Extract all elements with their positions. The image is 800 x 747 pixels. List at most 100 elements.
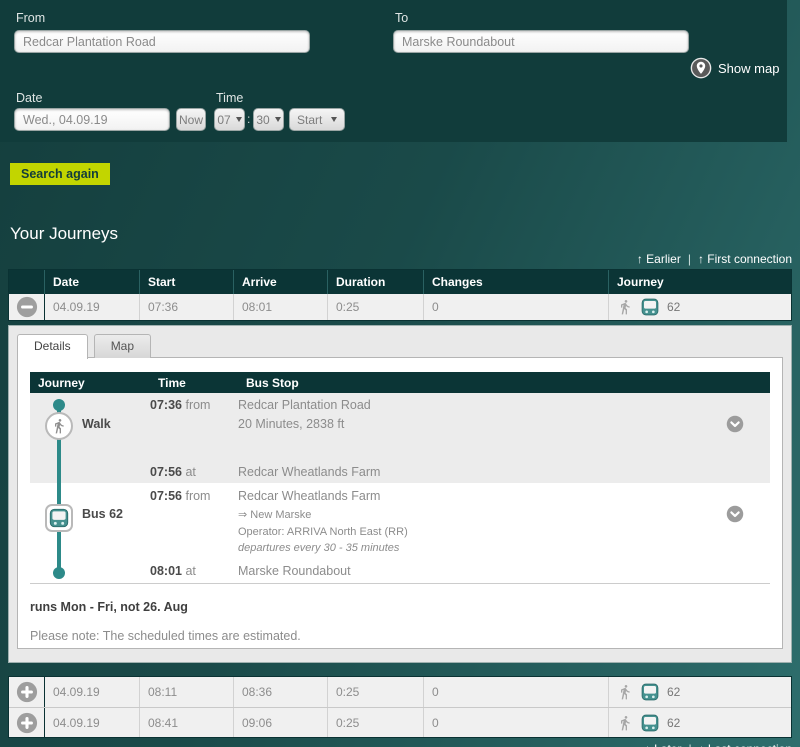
bus-depart-time: 07:56 from (150, 489, 211, 503)
bus-icon (641, 298, 659, 316)
earlier-link[interactable]: ↑ Earlier (636, 252, 681, 266)
journey-row-expanded[interactable]: 04.09.19 07:36 08:01 0:25 0 62 (9, 294, 791, 320)
collapse-button[interactable] (9, 294, 45, 320)
bus-mode-label: Bus 62 (82, 507, 123, 521)
bus-depart-stop: Redcar Wheatlands Farm (238, 489, 381, 503)
journey-modes: 62 (609, 677, 791, 707)
walk-arrive-time: 07:56 at (150, 465, 196, 479)
journey-date: 04.09.19 (45, 677, 140, 707)
now-button[interactable]: Now (176, 108, 206, 131)
journey-changes: 0 (424, 708, 609, 737)
line-number: 62 (667, 300, 681, 314)
bus-icon (641, 714, 659, 731)
bus-frequency: departures every 30 - 35 minutes (238, 542, 400, 554)
depart-mode-select[interactable]: Start (289, 108, 345, 131)
tab-map[interactable]: Map (93, 334, 152, 358)
journey-date: 04.09.19 (45, 708, 140, 737)
hour-select[interactable]: 07 (214, 108, 245, 131)
map-pin-icon (690, 57, 712, 79)
expand-button[interactable] (9, 677, 45, 707)
minute-value: 30 (256, 112, 270, 127)
chevron-down-icon (235, 117, 242, 122)
minute-select[interactable]: 30 (253, 108, 284, 131)
journey-duration: 0:25 (328, 708, 424, 737)
journeys-table: Date Start Arrive Duration Changes Journ… (8, 269, 792, 321)
hour-value: 07 (217, 112, 231, 127)
journey-duration: 0:25 (328, 677, 424, 707)
journey-changes: 0 (424, 294, 609, 320)
bus-arrive-time: 08:01 at (150, 564, 196, 578)
walk-icon (621, 715, 630, 730)
runs-note: runs Mon - Fri, not 26. Aug (30, 600, 188, 614)
journeys-table-header: Date Start Arrive Duration Changes Journ… (9, 270, 791, 294)
chevron-down-icon (274, 117, 281, 122)
link-separator: | (687, 252, 691, 266)
from-input[interactable] (14, 30, 310, 53)
journey-row[interactable]: 04.09.19 08:41 09:06 0:25 0 62 (9, 707, 791, 737)
chevron-down-icon (726, 505, 744, 523)
time-separator: : (247, 112, 251, 126)
header-journey: Journey (617, 275, 664, 289)
chevron-down-icon (331, 117, 337, 122)
journey-row[interactable]: 04.09.19 08:11 08:36 0:25 0 62 (9, 677, 791, 707)
header-toggle-column (9, 270, 45, 294)
date-label: Date (16, 91, 43, 105)
tab-details[interactable]: Details (17, 334, 88, 359)
bus-operator: Operator: ARRIVA North East (RR) (238, 526, 408, 538)
journey-modes: 62 (609, 708, 791, 737)
pagination-top: ↑ Earlier | ↑ First connection (8, 252, 792, 266)
details-table-header: Journey Time Bus Stop (30, 372, 770, 393)
schedule-note: Please note: The scheduled times are est… (30, 629, 301, 643)
walk-depart-stop: Redcar Plantation Road (238, 398, 371, 412)
expand-button[interactable] (9, 708, 45, 737)
header-duration: Duration (328, 270, 424, 294)
page-title: Your Journeys (10, 224, 119, 243)
show-map-button[interactable]: Show map (690, 57, 779, 79)
journey-start: 08:41 (140, 708, 234, 737)
journey-changes: 0 (424, 677, 609, 707)
timeline-end-dot (53, 567, 65, 579)
link-separator: | (688, 742, 691, 747)
header-arrive: Arrive (234, 270, 328, 294)
search-again-button[interactable]: Search again (10, 163, 110, 185)
timeline-start-dot (53, 399, 65, 411)
details-header-busstop: Bus Stop (246, 375, 299, 390)
walk-depart-time: 07:36 from (150, 398, 211, 412)
later-link[interactable]: ↓ Later (645, 742, 682, 747)
journey-modes: 62 (609, 294, 791, 320)
expand-bus-button[interactable] (700, 505, 770, 523)
to-input[interactable] (393, 30, 689, 53)
bus-icon (641, 683, 659, 701)
bus-direction: ⇒ New Marske (238, 508, 312, 521)
expand-walk-button[interactable] (700, 415, 770, 433)
journey-duration: 0:25 (328, 294, 424, 320)
later-journeys-table: 04.09.19 08:11 08:36 0:25 0 62 (8, 676, 792, 738)
walk-mode-label: Walk (82, 417, 111, 431)
header-date: Date (45, 270, 140, 294)
pagination-bottom: ↓ Later | ↓ Last connection (8, 742, 792, 747)
plus-icon (16, 712, 37, 733)
journey-notes: runs Mon - Fri, not 26. Aug Please note:… (30, 583, 770, 643)
depart-mode-value: Start (297, 112, 323, 127)
details-header-time: Time (158, 375, 186, 390)
journey-arrive: 08:01 (234, 294, 328, 320)
bus-arrive-stop: Marske Roundabout (238, 564, 351, 578)
first-connection-link[interactable]: ↑ First connection (697, 252, 792, 266)
journey-arrive: 09:06 (234, 708, 328, 737)
time-label: Time (216, 91, 244, 105)
to-label: To (395, 11, 409, 25)
last-connection-link[interactable]: ↓ Last connection (699, 742, 792, 747)
segment-walk: 07:36 from Redcar Plantation Road Walk 2… (30, 393, 770, 483)
chevron-down-icon (726, 415, 744, 433)
walk-info: 20 Minutes, 2838 ft (238, 417, 345, 431)
line-number: 62 (667, 715, 681, 730)
details-header-journey: Journey (38, 375, 85, 390)
walk-icon (621, 685, 630, 700)
date-input[interactable] (14, 108, 170, 131)
walk-icon (621, 300, 630, 315)
details-content: Journey Time Bus Stop 07:36 from Redcar … (17, 357, 783, 649)
segment-bus: 07:56 from Redcar Wheatlands Farm Bus 62… (30, 483, 770, 583)
line-number: 62 (667, 685, 681, 699)
from-label: From (16, 11, 46, 25)
journey-start: 07:36 (140, 294, 234, 320)
